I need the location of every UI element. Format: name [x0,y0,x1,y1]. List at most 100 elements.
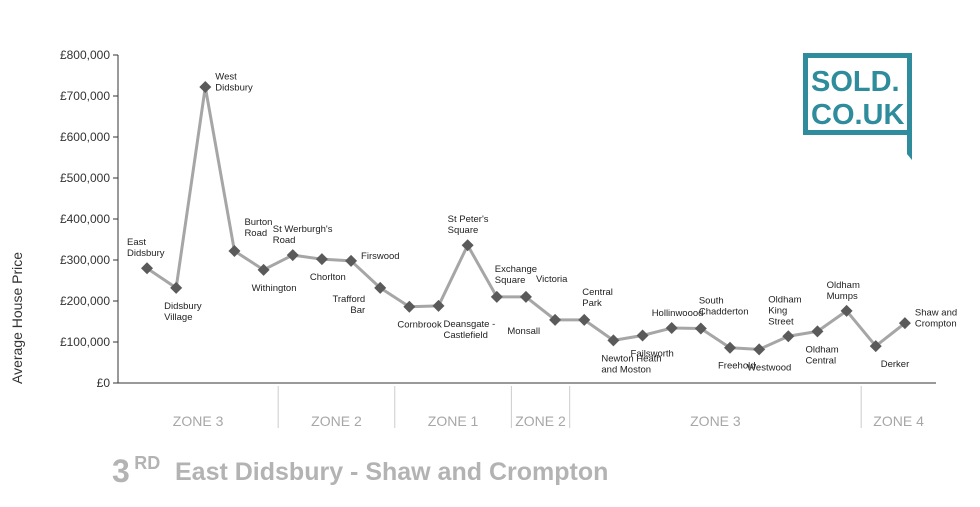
data-point-label-line: Exchange [495,264,537,275]
data-point-label: Exchange Square [495,264,537,286]
data-point-label: Deansgate -Castlefield [444,319,496,341]
data-point-label: Central Park [582,287,613,309]
data-point [898,317,911,330]
data-point-label: Hollinwoood [652,308,704,319]
y-tick-label: £500,000 [60,171,110,185]
data-point-label: Cornbrook [397,320,442,331]
data-point-label-line: West [215,71,237,82]
data-point-label: Oldham Mumps [827,280,860,302]
data-point [170,281,183,294]
data-point-label: Westwood [747,362,791,373]
data-point-label-line: Westwood [747,362,791,373]
data-point-label-line: South [699,295,724,306]
data-point [519,290,532,303]
data-point-label: Newton Heath and Moston [601,353,661,375]
data-point-label: Monsall [507,326,540,337]
zone-label: ZONE 2 [311,413,362,429]
data-point-label-line: Oldham [827,280,860,291]
data-point-label-line: Trafford [332,294,365,305]
data-point-label: St Werburgh's Road [273,224,333,246]
data-point-label: West Didsbury [215,71,253,93]
data-point [286,249,299,262]
data-point-label-line: St Werburgh's [273,224,333,235]
chart-title: 3 RD East Didsbury - Shaw and Crompton [112,453,608,489]
zone-label: ZONE 3 [173,413,224,429]
data-point [840,304,853,317]
data-point-label-line: Chorlton [310,272,346,283]
data-point [374,281,387,294]
data-point-label-line: Oldham [805,344,838,355]
y-axis-label: Average House Price [9,252,25,384]
data-point-label: Shaw and Crompton [915,308,957,330]
data-point-label: South Chadderton [699,295,749,317]
logo-text-line1: SOLD. [811,66,900,98]
data-point-label: Freehold [718,361,756,372]
data-point-label-line: Firswood [361,251,400,262]
data-point [315,253,328,266]
data-point [636,329,649,342]
data-point-label-line: Mumps [827,291,858,302]
data-point [694,322,707,335]
data-point-label: Didsbury Village [164,301,202,323]
zone-label: ZONE 3 [690,413,741,429]
data-point-label-line: Withington [252,283,297,294]
data-point [578,313,591,326]
title-rank: 3 [112,453,130,489]
data-point [665,322,678,335]
data-point-label-line: and Moston [601,364,651,375]
title-rank-suffix: RD [134,453,160,473]
y-tick-label: £700,000 [60,89,110,103]
data-point-label-line: Hollinwoood [652,308,704,319]
data-point-label-line: St Peter's [448,214,489,225]
data-point-label-line: Square [495,275,526,286]
data-point-label-line: Central [582,287,613,298]
data-point-label: Victoria [536,274,568,285]
data-point-label-line: Victoria [536,274,568,285]
data-point [607,334,620,347]
data-point [199,80,212,93]
data-point [257,263,270,276]
data-point [549,313,562,326]
data-point-label-line: Castlefield [444,330,488,341]
data-point-label: Trafford Bar [332,294,365,316]
data-point-label-line: Cornbrook [397,320,442,331]
svg-text:3 RD: 3 RD [112,453,160,489]
data-point-label-line: Square [448,225,479,236]
data-point-label-line: East [127,237,146,248]
data-point [461,239,474,252]
title-text: East Didsbury - Shaw and Crompton [175,458,608,486]
y-axis: £0 £100,000 £200,000 £300,000 £400,000 £500,0… [60,48,119,390]
sold-logo: SOLD. CO.UK [803,53,912,160]
data-point-label: East Didsbury [127,237,165,259]
data-point-label-line: Didsbury [215,82,253,93]
data-point-label-line: Deansgate - [444,319,496,330]
data-point-label: Burton Road [244,217,272,239]
data-point-label-line: Bar [350,305,365,316]
data-point-label-line: Failsworth [631,348,674,359]
data-point [724,341,736,354]
data-point-label: Derker [881,359,910,370]
data-point [432,299,445,312]
data-point-label: Oldham King Street [768,294,801,327]
zone-bands: ZONE 3 ZONE 2 ZONE 1 ZONE 2 ZONE 3 ZONE 4 [173,386,924,429]
data-point-label-line: Street [768,316,794,327]
data-point [811,325,824,338]
y-tick-label: £800,000 [60,48,110,62]
y-tick-label: £200,000 [60,294,110,308]
data-point-label-line: Village [164,312,192,323]
data-point [490,290,503,303]
data-point-label-line: Monsall [507,326,540,337]
data-point-label-line: Freehold [718,361,756,372]
data-point-label-line: King [768,305,787,316]
data-point-label: Chorlton [310,272,346,283]
y-tick-label: £600,000 [60,130,110,144]
data-point-label-line: Central [805,355,836,366]
data-point-label-line: Newton Heath [601,353,661,364]
zone-label: ZONE 1 [428,413,479,429]
data-point [228,244,241,257]
data-point-label-line: Shaw and [915,308,957,319]
data-point-label: Withington [252,283,297,294]
data-point [345,254,358,267]
